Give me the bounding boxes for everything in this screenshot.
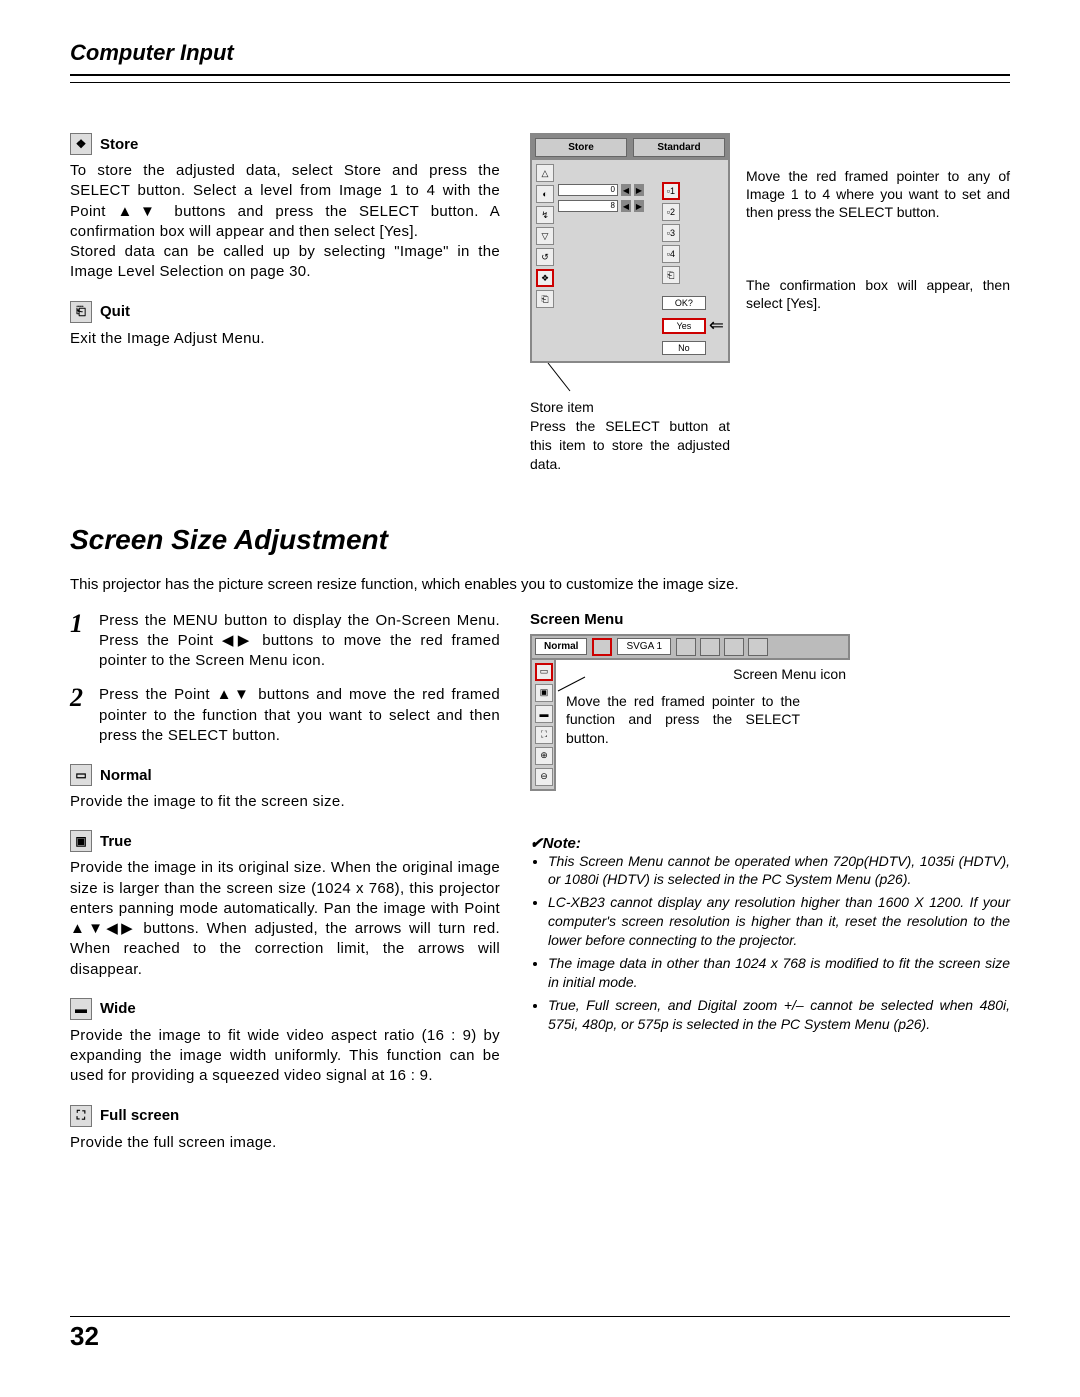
contrast-icon: ◐ (536, 185, 554, 203)
side-full-icon: ⛶ (535, 726, 553, 744)
store-text2: Stored data can be called up by selectin… (70, 242, 500, 283)
left-arrow-icon: ◀ (621, 200, 631, 212)
side-wide-icon: ▬ (535, 705, 553, 723)
note-title: ✔Note: (530, 834, 1010, 852)
quit-text: Exit the Image Adjust Menu. (70, 329, 500, 349)
menu-ico2 (700, 638, 720, 656)
menu-normal-label: Normal (535, 638, 587, 655)
up-icon: △ (536, 164, 554, 182)
screen-menu-diagram: Normal SVGA 1 ▭ ▣ ▬ ⛶ ⊕ ⊖ Screen Men (530, 634, 850, 816)
section-title: Screen Size Adjustment (70, 524, 1010, 556)
store-label: Store (100, 136, 138, 153)
down-icon: ▽ (536, 227, 554, 245)
quit2-icon: ⎗ (662, 266, 680, 284)
store-text: To store the adjusted data, select Store… (70, 161, 500, 242)
image1-icon: ▫1 (662, 182, 680, 200)
rule2 (70, 82, 1010, 83)
true-icon: ▣ (70, 830, 92, 852)
svga-label: SVGA 1 (617, 638, 671, 655)
normal-label: Normal (100, 767, 152, 784)
diagram-tab-store: Store (535, 138, 627, 157)
fullscreen-icon: ⛶ (70, 1105, 92, 1127)
screen-menu-icon-annot: Screen Menu icon (566, 660, 850, 692)
footer-rule (70, 1316, 1010, 1317)
true-text: Provide the image in its original size. … (70, 858, 500, 980)
note-2: LC-XB23 cannot display any resolution hi… (548, 893, 1010, 950)
screen-menu-title: Screen Menu (530, 611, 1010, 628)
true-label: True (100, 833, 132, 850)
page-number: 32 (70, 1321, 99, 1352)
store-item-icon: ❖ (536, 269, 554, 287)
upper-columns: ❖ Store To store the adjusted data, sele… (70, 133, 1010, 474)
side-zoomminus-icon: ⊖ (535, 768, 553, 786)
lower-columns: 1 Press the MENU button to display the O… (70, 611, 1010, 1153)
note-list: This Screen Menu cannot be operated when… (530, 852, 1010, 1034)
fullscreen-text: Provide the full screen image. (70, 1133, 500, 1153)
menu-ico3 (724, 638, 744, 656)
image4-icon: ▫4 (662, 245, 680, 263)
diagram-tab-standard: Standard (633, 138, 725, 157)
store-annot1: Move the red framed pointer to any of Im… (746, 167, 1010, 222)
right-arrow-icon: ▶ (634, 184, 644, 196)
menu-icon (592, 638, 612, 656)
chapter-title: Computer Input (70, 40, 1010, 66)
store-item-caption: Press the SELECT button at this item to … (530, 417, 730, 474)
right-arrow-icon: ▶ (634, 200, 644, 212)
note-3: The image data in other than 1024 x 768 … (548, 954, 1010, 992)
store-annot2: The confirmation box will appear, then s… (746, 276, 1010, 312)
step-1-num: 1 (70, 611, 83, 672)
quit-label: Quit (100, 303, 130, 320)
store-item-label: Store item (530, 399, 594, 415)
fullscreen-label: Full screen (100, 1107, 179, 1124)
slider-val1: 0 (558, 184, 618, 196)
menu-ico1 (676, 638, 696, 656)
callout-line (530, 363, 730, 393)
step-2-text: Press the Point ▲▼ buttons and move the … (99, 685, 500, 746)
store-diagram: Store Standard △ ◐ ↯ ▽ ↺ ❖ ⎗ (530, 133, 730, 474)
menu-ico4 (748, 638, 768, 656)
ok-label: OK? (662, 296, 706, 310)
wide-label: Wide (100, 1000, 136, 1017)
pointer-icon: ⇐ (709, 315, 724, 336)
side-true-icon: ▣ (535, 684, 553, 702)
no-button: No (662, 341, 706, 355)
image2-icon: ▫2 (662, 203, 680, 221)
normal-text: Provide the image to fit the screen size… (70, 792, 500, 812)
image3-icon: ▫3 (662, 224, 680, 242)
note-1: This Screen Menu cannot be operated when… (548, 852, 1010, 890)
reset-icon: ↺ (536, 248, 554, 266)
side-zoomplus-icon: ⊕ (535, 747, 553, 765)
store-icon: ❖ (70, 133, 92, 155)
sharpness-icon: ↯ (536, 206, 554, 224)
quit-icon: ⎗ (70, 301, 92, 323)
step-2-num: 2 (70, 685, 83, 746)
note-4: True, Full screen, and Digital zoom +/– … (548, 996, 1010, 1034)
left-arrow-icon: ◀ (621, 184, 631, 196)
quit-item-icon: ⎗ (536, 290, 554, 308)
wide-icon: ▬ (70, 998, 92, 1020)
screen-menu-annot: Move the red framed pointer to the funct… (566, 692, 850, 749)
slider-val2: 8 (558, 200, 618, 212)
section-intro: This projector has the picture screen re… (70, 576, 1010, 593)
yes-button: Yes (662, 318, 706, 334)
normal-icon: ▭ (70, 764, 92, 786)
rule (70, 74, 1010, 76)
side-normal-icon: ▭ (535, 663, 553, 681)
step-1-text: Press the MENU button to display the On-… (99, 611, 500, 672)
wide-text: Provide the image to fit wide video aspe… (70, 1026, 500, 1087)
